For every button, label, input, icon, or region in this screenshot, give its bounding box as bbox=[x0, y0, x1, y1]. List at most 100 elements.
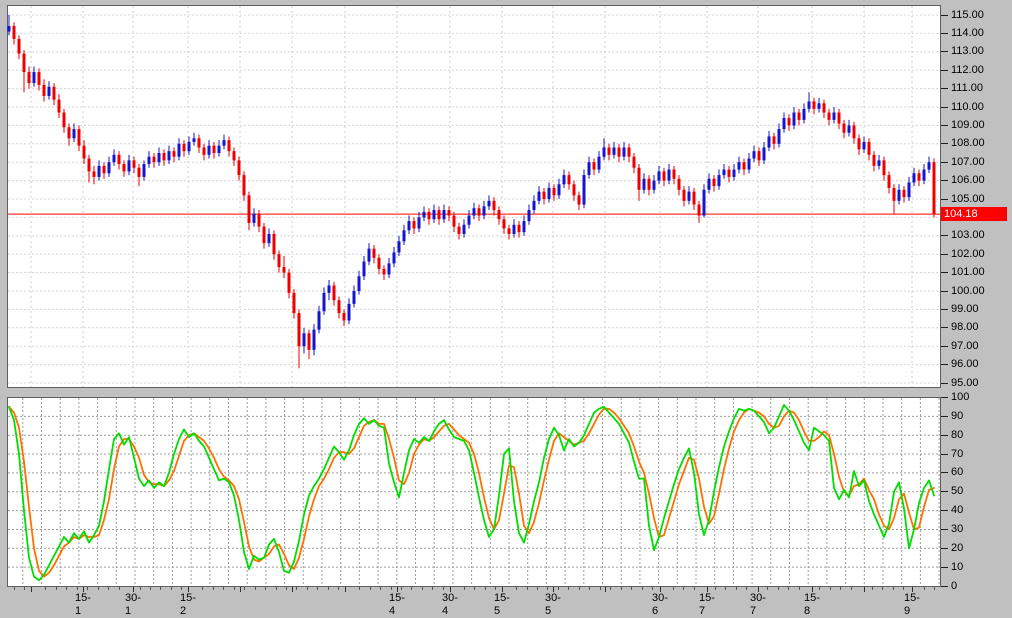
date-label: 15-4 bbox=[389, 592, 405, 617]
date-minor-tick bbox=[422, 587, 423, 590]
date-minor-tick bbox=[882, 587, 883, 590]
date-major-tick bbox=[553, 587, 554, 592]
date-minor-tick bbox=[527, 587, 528, 590]
price-chart-canvas[interactable] bbox=[7, 5, 941, 388]
date-minor-tick bbox=[934, 587, 935, 590]
date-minor-tick bbox=[474, 587, 475, 590]
date-minor-tick bbox=[893, 587, 894, 590]
date-label: 15-1 bbox=[75, 592, 91, 617]
oscillator-gridlines bbox=[8, 398, 940, 586]
date-minor-tick bbox=[485, 587, 486, 590]
date-minor-tick bbox=[411, 587, 412, 590]
oscillator-tick-label: 100 bbox=[951, 391, 970, 403]
stochastic-oscillator-canvas[interactable] bbox=[7, 397, 941, 587]
date-minor-tick bbox=[307, 587, 308, 590]
date-minor-tick bbox=[568, 587, 569, 590]
price-tick-label: 95.00 bbox=[951, 376, 979, 389]
price-plot-border bbox=[7, 5, 941, 388]
date-minor-tick bbox=[317, 587, 318, 590]
candlesticks bbox=[7, 15, 936, 369]
oscillator-tick-label: 60 bbox=[951, 466, 964, 479]
date-major-tick bbox=[133, 587, 134, 592]
price-tick-label: 100.00 bbox=[951, 284, 985, 297]
date-major-tick bbox=[660, 587, 661, 592]
date-minor-tick bbox=[819, 587, 820, 590]
price-tick-label: 114.00 bbox=[951, 26, 984, 39]
date-minor-tick bbox=[830, 587, 831, 590]
date-minor-tick bbox=[621, 587, 622, 590]
oscillator-tick bbox=[941, 566, 948, 568]
price-tick-label: 97.00 bbox=[951, 339, 979, 352]
stochastic-fast-line bbox=[8, 404, 935, 582]
price-tick bbox=[941, 198, 948, 200]
date-minor-tick bbox=[87, 587, 88, 590]
oscillator-tick bbox=[941, 510, 948, 512]
date-minor-tick bbox=[401, 587, 402, 590]
date-minor-tick bbox=[66, 587, 67, 590]
price-tick bbox=[941, 272, 948, 274]
price-tick bbox=[941, 161, 948, 163]
date-minor-tick bbox=[160, 587, 161, 590]
date-minor-tick bbox=[736, 587, 737, 590]
oscillator-tick bbox=[941, 585, 948, 587]
date-minor-tick bbox=[14, 587, 15, 590]
price-tick bbox=[941, 51, 948, 53]
price-tick bbox=[941, 253, 948, 255]
oscillator-tick bbox=[941, 472, 948, 474]
price-tick-label: 108.00 bbox=[951, 137, 985, 150]
date-minor-tick bbox=[558, 587, 559, 590]
date-minor-tick bbox=[391, 587, 392, 590]
oscillator-tick-label: 30 bbox=[951, 522, 964, 535]
date-major-tick bbox=[912, 587, 913, 592]
date-minor-tick bbox=[799, 587, 800, 590]
oscillator-tick bbox=[941, 528, 948, 530]
date-minor-tick bbox=[610, 587, 611, 590]
date-minor-tick bbox=[150, 587, 151, 590]
date-label: 30-7 bbox=[750, 592, 766, 617]
price-tick-label: 103.00 bbox=[951, 229, 985, 242]
price-tick-label: 107.00 bbox=[951, 155, 985, 168]
date-minor-tick bbox=[788, 587, 789, 590]
price-tick-label: 102.00 bbox=[951, 247, 985, 260]
date-minor-tick bbox=[443, 587, 444, 590]
date-minor-tick bbox=[98, 587, 99, 590]
oscillator-tick-label: 0 bbox=[951, 579, 958, 592]
date-minor-tick bbox=[338, 587, 339, 590]
date-major-tick bbox=[397, 587, 398, 592]
date-minor-tick bbox=[725, 587, 726, 590]
price-tick bbox=[941, 364, 948, 366]
price-tick bbox=[941, 69, 948, 71]
date-minor-tick bbox=[255, 587, 256, 590]
date-minor-tick bbox=[45, 587, 46, 590]
oscillator-tick bbox=[941, 547, 948, 549]
date-minor-tick bbox=[244, 587, 245, 590]
date-label: 30-5 bbox=[545, 592, 561, 617]
price-tick bbox=[941, 235, 948, 237]
date-minor-tick bbox=[652, 587, 653, 590]
price-tick-label: 110.00 bbox=[951, 100, 984, 113]
date-minor-tick bbox=[589, 587, 590, 590]
date-minor-tick bbox=[370, 587, 371, 590]
date-minor-tick bbox=[547, 587, 548, 590]
price-tick-label: 109.00 bbox=[951, 118, 985, 131]
price-tick bbox=[941, 88, 948, 90]
date-major-tick bbox=[812, 587, 813, 592]
date-major-tick bbox=[240, 587, 241, 592]
date-minor-tick bbox=[265, 587, 266, 590]
oscillator-tick bbox=[941, 491, 948, 493]
date-label: 15-9 bbox=[904, 592, 920, 617]
price-tick-label: 101.00 bbox=[951, 266, 985, 279]
date-minor-tick bbox=[642, 587, 643, 590]
date-minor-tick bbox=[464, 587, 465, 590]
current-price-label: 104.18 bbox=[941, 207, 1007, 221]
oscillator-tick-label: 80 bbox=[951, 428, 964, 441]
date-minor-tick bbox=[359, 587, 360, 590]
date-minor-tick bbox=[432, 587, 433, 590]
oscillator-tick bbox=[941, 434, 948, 436]
date-minor-tick bbox=[181, 587, 182, 590]
date-minor-tick bbox=[24, 587, 25, 590]
date-label: 15-7 bbox=[699, 592, 715, 617]
date-minor-tick bbox=[600, 587, 601, 590]
date-major-tick bbox=[450, 587, 451, 592]
